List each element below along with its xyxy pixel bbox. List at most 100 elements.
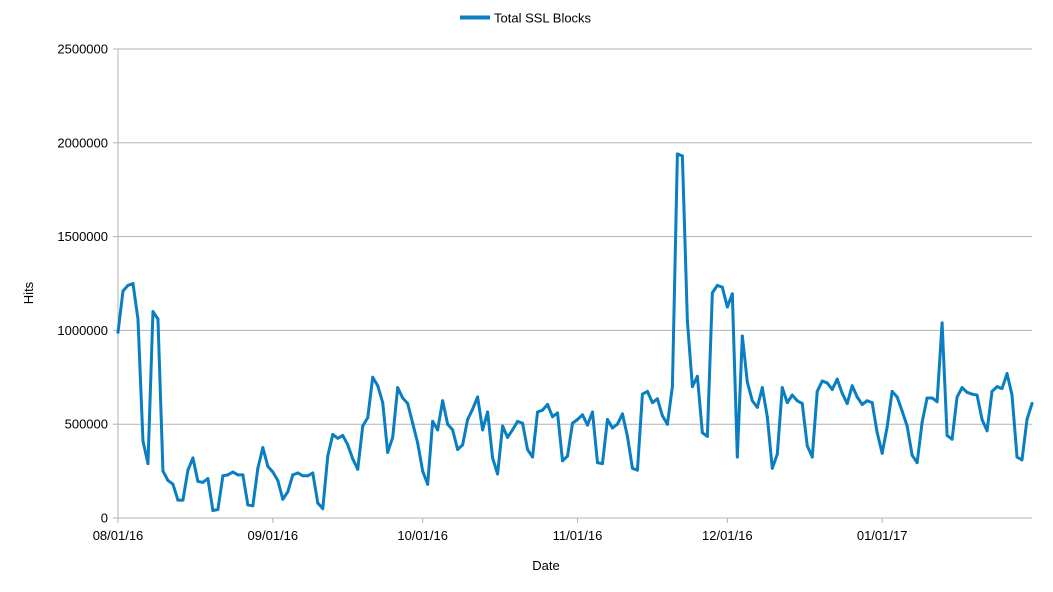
- data-point: [660, 414, 664, 418]
- data-point: [321, 507, 325, 511]
- data-point: [366, 416, 370, 420]
- data-point: [600, 462, 604, 466]
- data-point: [920, 420, 924, 424]
- data-point: [141, 439, 145, 443]
- data-point: [1020, 458, 1024, 462]
- data-point: [750, 399, 754, 403]
- data-point: [615, 422, 619, 426]
- data-point: [785, 401, 789, 405]
- data-point: [980, 418, 984, 422]
- data-point: [935, 400, 939, 404]
- data-point: [181, 498, 185, 502]
- data-point: [251, 504, 255, 508]
- data-point: [121, 289, 125, 293]
- data-point: [351, 457, 355, 461]
- data-point: [710, 291, 714, 295]
- x-axis-ticks: 08/01/16 09/01/16 10/01/16 11/01/16 12/01/16…: [93, 518, 907, 543]
- y-axis-title: Hits: [21, 281, 36, 304]
- data-point: [605, 418, 609, 422]
- data-point: [176, 498, 180, 502]
- data-point: [541, 408, 545, 412]
- data-point: [356, 467, 360, 471]
- data-point: [630, 466, 634, 470]
- data-point: [875, 431, 879, 435]
- data-point: [116, 330, 120, 334]
- data-point: [1030, 402, 1034, 406]
- data-point: [760, 386, 764, 390]
- x-tick-label: 08/01/16: [93, 528, 144, 543]
- data-point: [526, 448, 530, 452]
- data-point: [391, 435, 395, 439]
- data-point: [1025, 418, 1029, 422]
- data-point: [306, 474, 310, 478]
- data-point: [376, 384, 380, 388]
- data-point: [571, 421, 574, 425]
- data-point: [820, 379, 824, 383]
- data-point: [885, 425, 889, 429]
- data-point: [326, 454, 330, 458]
- data-point: [840, 391, 844, 395]
- data-point: [216, 508, 220, 512]
- data-point: [880, 451, 884, 455]
- data-point: [690, 385, 694, 389]
- data-point: [1005, 372, 1009, 376]
- data-point: [680, 154, 684, 158]
- data-point: [970, 392, 974, 396]
- x-tick-label: 09/01/16: [248, 528, 299, 543]
- data-point: [740, 334, 744, 338]
- data-point: [940, 321, 944, 325]
- data-point: [556, 411, 560, 415]
- data-point: [431, 419, 435, 423]
- data-point: [915, 461, 919, 465]
- y-tick-label: 1000000: [57, 323, 108, 338]
- data-point: [610, 426, 614, 430]
- data-point: [655, 397, 659, 401]
- data-point: [331, 433, 335, 437]
- y-tick-label: 0: [101, 511, 108, 526]
- data-point: [855, 395, 859, 399]
- data-point: [700, 431, 704, 435]
- data-point: [156, 317, 160, 321]
- data-point: [236, 473, 240, 477]
- data-point: [1000, 387, 1004, 391]
- gridlines: [118, 48, 1032, 425]
- data-point: [171, 482, 175, 486]
- x-tick-label: 11/01/16: [553, 528, 603, 543]
- data-point: [416, 441, 420, 445]
- data-point: [566, 454, 570, 458]
- data-point: [945, 433, 949, 437]
- data-point: [341, 433, 345, 437]
- data-point: [196, 479, 200, 483]
- data-point: [715, 283, 719, 287]
- data-point: [675, 152, 679, 156]
- data-point: [441, 399, 445, 403]
- data-point: [491, 456, 495, 460]
- data-point: [516, 419, 520, 423]
- data-point: [276, 478, 280, 482]
- data-point: [985, 429, 989, 433]
- data-point: [590, 410, 594, 414]
- data-point: [246, 503, 250, 507]
- data-point: [316, 501, 320, 505]
- data-point: [835, 377, 839, 381]
- data-point: [910, 453, 914, 457]
- data-point: [695, 374, 699, 378]
- data-point: [975, 393, 979, 397]
- data-point: [900, 409, 904, 413]
- data-point: [890, 389, 894, 393]
- data-point: [650, 401, 654, 405]
- data-point: [705, 434, 709, 438]
- data-point: [576, 418, 579, 422]
- data-point: [511, 428, 515, 432]
- data-point: [496, 472, 500, 476]
- data-point: [551, 415, 555, 419]
- data-point: [965, 390, 969, 394]
- data-point: [151, 310, 155, 314]
- y-tick-label: 1500000: [57, 229, 108, 244]
- data-point: [186, 468, 190, 472]
- data-point: [201, 480, 205, 484]
- y-tick-label: 2000000: [57, 135, 108, 150]
- x-axis-title: Date: [532, 558, 559, 573]
- legend-label: Total SSL Blocks: [494, 11, 592, 26]
- data-point: [436, 428, 440, 432]
